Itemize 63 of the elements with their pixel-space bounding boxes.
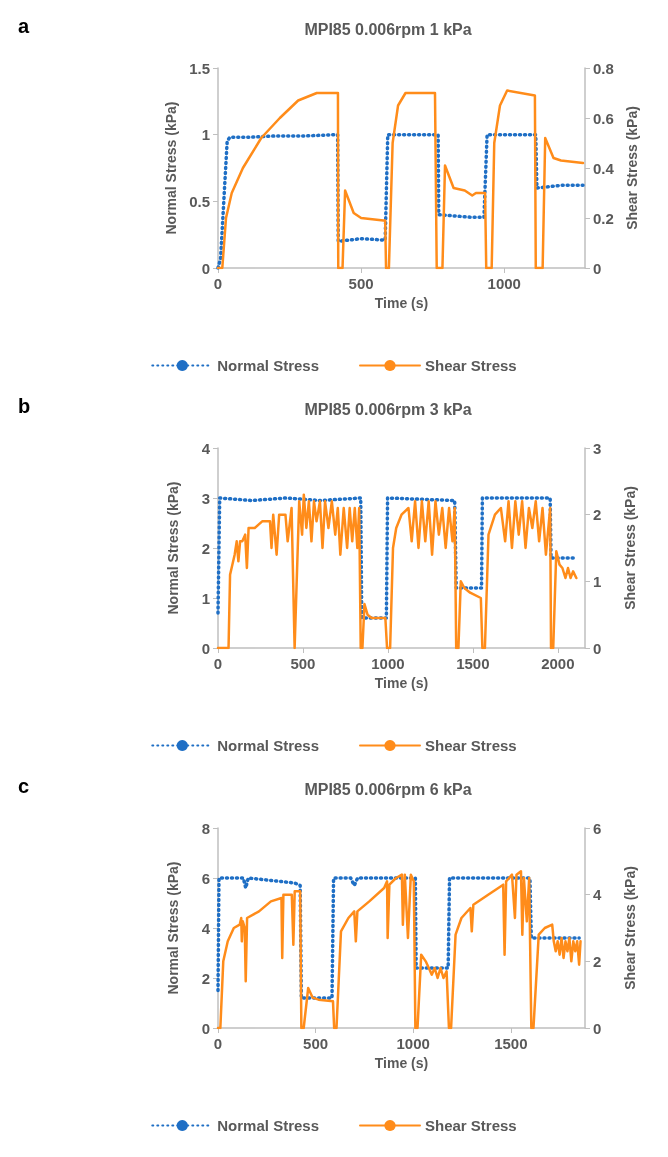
legend-label: Shear Stress xyxy=(425,357,517,374)
x-axis-title: Time (s) xyxy=(374,675,429,691)
y-tick-label: 4 xyxy=(201,439,211,457)
y2-axis-title: Shear Stress (kPa) xyxy=(622,486,638,610)
x-tick-label: 0 xyxy=(213,275,223,292)
y-tick-label: 0 xyxy=(201,639,210,657)
y-axis-title: Normal Stress (kPa) xyxy=(163,101,180,235)
y2-tick-label: 6 xyxy=(593,819,602,837)
y-axis-title: Normal Stress (kPa) xyxy=(165,481,181,615)
y-tick-label: 2 xyxy=(201,969,210,987)
y2-tick-label: 4 xyxy=(593,886,602,904)
x-tick-label: 1500 xyxy=(494,1035,528,1052)
y-tick-label: 1 xyxy=(201,126,210,144)
y2-tick-label: 0.4 xyxy=(593,159,615,177)
x-tick-label: 500 xyxy=(348,275,374,292)
y2-tick-label: 0.8 xyxy=(593,59,614,77)
text: c xyxy=(18,775,30,797)
legend-label: Shear Stress xyxy=(425,737,517,754)
y2-tick-label: 0 xyxy=(593,639,602,657)
x-tick-label: 1000 xyxy=(487,275,521,292)
y-tick-label: 8 xyxy=(201,819,210,837)
y2-tick-label: 0.2 xyxy=(593,209,614,227)
y-tick-label: 6 xyxy=(201,869,210,887)
x-tick-label: 500 xyxy=(290,655,316,672)
y2-axis-title: Shear Stress (kPa) xyxy=(622,866,638,990)
chart-title: MPI85 0.006rpm 6 kPa xyxy=(304,780,472,798)
chart-title: MPI85 0.006rpm 1 kPa xyxy=(304,20,472,38)
y-tick-label: 0 xyxy=(201,1019,210,1037)
y2-tick-label: 0 xyxy=(593,1019,602,1037)
line-series xyxy=(216,870,582,1030)
y2-tick-label: 0 xyxy=(593,259,602,277)
legend-label: Normal Stress xyxy=(217,737,319,754)
line-series xyxy=(216,876,581,1000)
legend-label: Shear Stress xyxy=(425,1117,517,1134)
x-axis-title: Time (s) xyxy=(374,1055,429,1071)
line-series xyxy=(216,493,578,650)
text: b xyxy=(18,395,31,417)
chart-title: MPI85 0.006rpm 3 kPa xyxy=(304,400,472,418)
y2-tick-label: 3 xyxy=(593,439,602,457)
legend-label: Normal Stress xyxy=(217,1117,319,1134)
x-tick-label: 1000 xyxy=(396,1035,430,1052)
y2-tick-label: 1 xyxy=(593,572,602,590)
x-tick-label: 1000 xyxy=(371,655,405,672)
x-tick-label: 500 xyxy=(303,1035,329,1052)
y2-tick-label: 0.6 xyxy=(593,109,614,127)
y-axis-title: Normal Stress (kPa) xyxy=(165,861,181,995)
y2-tick-label: 2 xyxy=(593,506,602,524)
text: a xyxy=(18,15,30,37)
x-tick-label: 2000 xyxy=(541,655,575,672)
y-tick-label: 0 xyxy=(201,259,210,277)
y2-axis-title: Shear Stress (kPa) xyxy=(623,106,640,230)
y-tick-label: 1.5 xyxy=(189,59,210,77)
y-tick-label: 2 xyxy=(201,539,210,557)
x-tick-label: 0 xyxy=(213,1035,223,1052)
x-axis-title: Time (s) xyxy=(374,295,429,311)
y-tick-label: 1 xyxy=(201,589,210,607)
x-tick-label: 0 xyxy=(213,655,223,672)
y-tick-label: 4 xyxy=(201,919,211,937)
legend-label: Normal Stress xyxy=(217,357,319,374)
y-tick-label: 0.5 xyxy=(189,192,210,210)
x-tick-label: 1500 xyxy=(456,655,490,672)
y2-tick-label: 2 xyxy=(593,952,602,970)
y-tick-label: 3 xyxy=(201,489,210,507)
